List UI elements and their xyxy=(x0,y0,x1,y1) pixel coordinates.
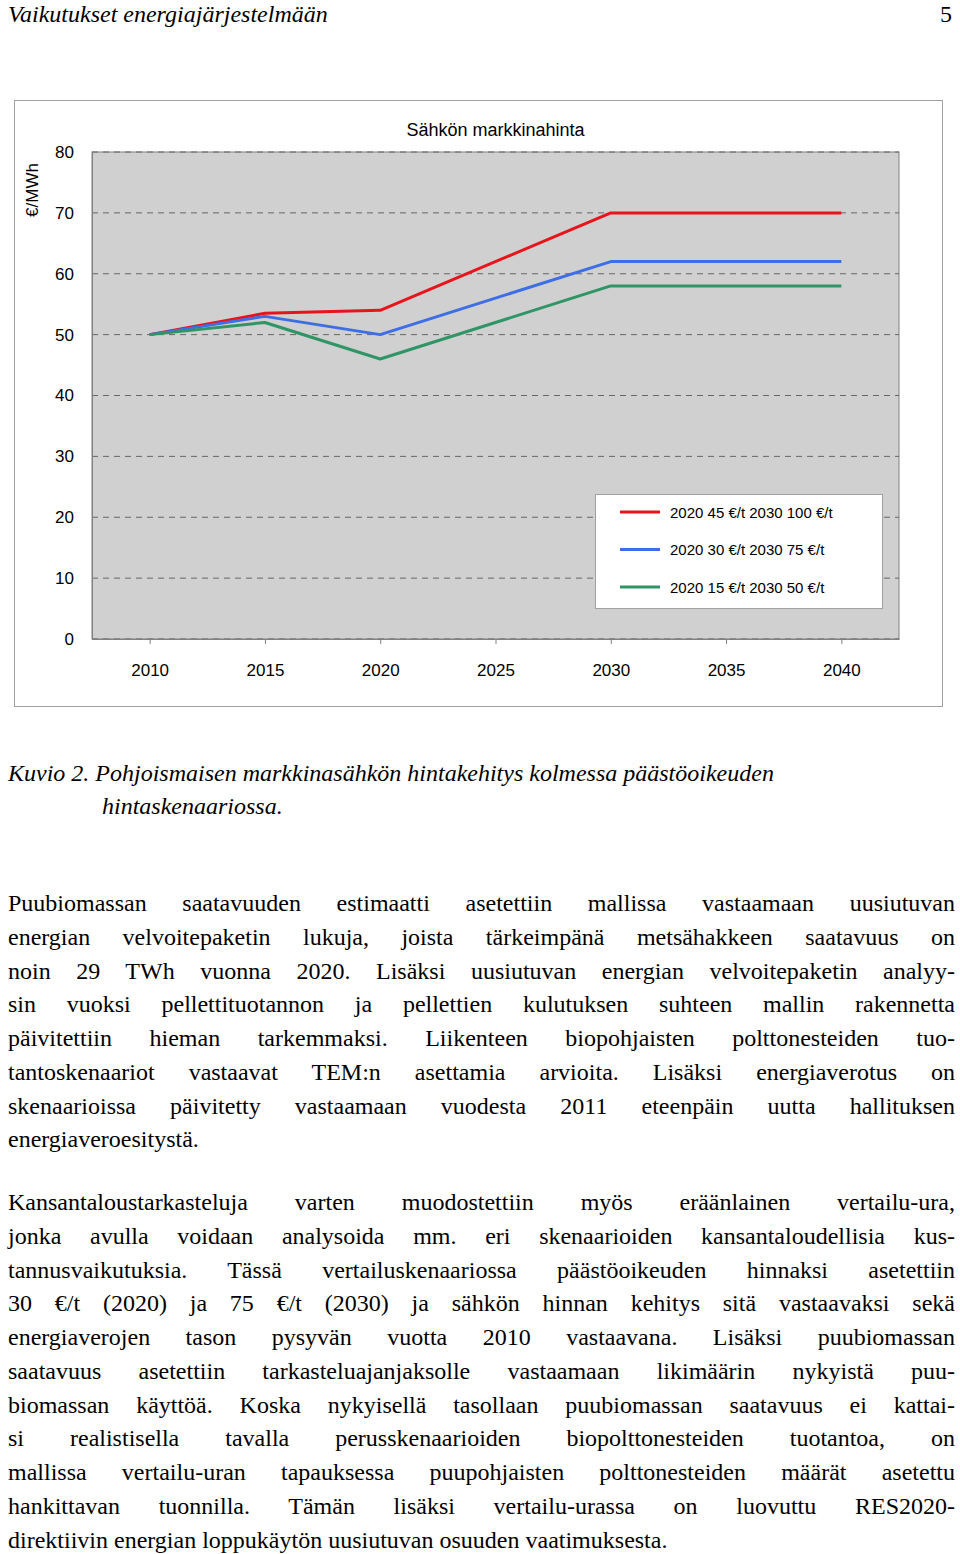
y-tick: 0 xyxy=(65,630,92,649)
x-tick-label: 2010 xyxy=(131,661,169,680)
legend-label: 2020 30 €/t 2030 75 €/t xyxy=(670,541,825,558)
page-number: 5 xyxy=(940,0,952,28)
y-tick: 50 xyxy=(55,326,92,345)
y-tick-label: 80 xyxy=(55,143,74,162)
paragraph-line: noin 29 TWh vuonna 2020. Lisäksi uusiutu… xyxy=(8,954,955,988)
legend-swatch xyxy=(620,511,660,514)
x-tick-mark xyxy=(841,639,842,644)
paragraph-line: Puubiomassan saatavuuden estimaatti aset… xyxy=(8,886,955,920)
grid-line xyxy=(92,334,899,335)
paragraph-line: mallissa vertailu-uran tapauksessa puupo… xyxy=(8,1455,955,1489)
y-tick-label: 40 xyxy=(55,386,74,405)
series-line xyxy=(150,213,842,335)
y-axis-title: €/MWh xyxy=(23,163,42,217)
x-tick-mark xyxy=(150,639,151,644)
grid-line xyxy=(92,395,899,396)
paragraph-line: skenaarioissa päivitetty vastaamaan vuod… xyxy=(8,1089,955,1123)
y-tick-label: 50 xyxy=(55,326,74,345)
paragraph-line: jonka avulla voidaan analysoida mm. eri … xyxy=(8,1219,955,1253)
paragraph-line: hankittavan tuonnilla. Tämän lisäksi ver… xyxy=(8,1489,955,1523)
y-tick: 70 xyxy=(55,204,92,223)
paragraph-line: sin vuoksi pellettituotannon ja pelletti… xyxy=(8,987,955,1021)
paragraph-line: 30 €/t (2020) ja 75 €/t (2030) ja sähkön… xyxy=(8,1286,955,1320)
x-tick-label: 2015 xyxy=(247,661,285,680)
paragraph-line: energian velvoitepaketin lukuja, joista … xyxy=(8,920,955,954)
y-tick-label: 30 xyxy=(55,447,74,466)
x-tick-mark xyxy=(380,639,381,644)
x-tick: 2020 xyxy=(362,639,400,680)
paragraph-line: energiaverojen tason pysyvän vuotta 2010… xyxy=(8,1320,955,1354)
paragraph-line: tannusvaikutuksia. Tässä vertailuskenaar… xyxy=(8,1253,955,1287)
x-tick-label: 2030 xyxy=(592,661,630,680)
plot-area xyxy=(92,152,899,639)
x-tick-mark xyxy=(496,639,497,644)
y-axis: 0 10 20 30 40 50 60 70 80 xyxy=(55,143,92,649)
paragraph-line: direktiivin energian loppukäytön uusiutu… xyxy=(8,1523,955,1554)
x-tick: 2015 xyxy=(247,639,285,680)
paragraph-line: päivitettiin hieman tarkemmaksi. Liikent… xyxy=(8,1021,955,1055)
chart-border xyxy=(15,101,943,707)
x-tick-mark xyxy=(611,639,612,644)
paragraph-line: tantoskenaariot vastaavat TEM:n asettami… xyxy=(8,1055,955,1089)
x-tick: 2025 xyxy=(477,639,515,680)
y-tick: 40 xyxy=(55,386,92,405)
x-tick: 2035 xyxy=(708,639,746,680)
y-tick-label: 60 xyxy=(55,265,74,284)
y-tick-label: 0 xyxy=(65,630,74,649)
paragraph-line: energiaveroesitystä. xyxy=(8,1122,955,1156)
y-tick: 30 xyxy=(55,447,92,466)
y-tick-label: 10 xyxy=(55,569,74,588)
legend-label: 2020 15 €/t 2030 50 €/t xyxy=(670,579,825,596)
x-tick: 2030 xyxy=(592,639,630,680)
x-tick: 2010 xyxy=(131,639,169,680)
y-tick: 80 xyxy=(55,143,92,162)
x-tick-label: 2035 xyxy=(708,661,746,680)
header-title: Vaikutukset energiajärjestelmään xyxy=(8,0,328,28)
figure-caption: hintaskenaariossa. xyxy=(102,789,283,823)
grid-line xyxy=(92,152,899,153)
paragraph-line: Kansantaloustarkasteluja varten muodoste… xyxy=(8,1185,955,1219)
legend-label: 2020 45 €/t 2030 100 €/t xyxy=(670,504,833,521)
legend: 2020 45 €/t 2030 100 €/t 2020 30 €/t 2030… xyxy=(596,495,883,609)
grid-line xyxy=(92,273,899,274)
figure-caption: Kuvio 2. Pohjoismaisen markkinasähkön hi… xyxy=(8,756,774,790)
y-tick-label: 20 xyxy=(55,508,74,527)
x-axis: 2010 2015 2020 2025 2030 2035 2040 xyxy=(93,639,900,680)
paragraph-line: saatavuus asetettiin tarkasteluajanjakso… xyxy=(8,1354,955,1388)
y-tick-label: 70 xyxy=(55,204,74,223)
chart-title: Sähkön markkinahinta xyxy=(406,120,585,140)
x-tick: 2040 xyxy=(823,639,861,680)
x-tick-label: 2020 xyxy=(362,661,400,680)
x-tick-mark xyxy=(265,639,266,644)
x-tick-label: 2025 xyxy=(477,661,515,680)
grid-line xyxy=(92,456,899,457)
paragraph-line: biomassan käyttöä. Koska nykyisellä taso… xyxy=(8,1388,955,1422)
series-line xyxy=(150,286,842,359)
paragraph-line: si realistisella tavalla perusskenaarioi… xyxy=(8,1421,955,1455)
x-tick-label: 2040 xyxy=(823,661,861,680)
x-tick-mark xyxy=(726,639,727,644)
y-tick: 60 xyxy=(55,265,92,284)
legend-box xyxy=(596,495,883,609)
legend-swatch xyxy=(620,586,660,589)
chart: 0102030405060708020102015202020252030203… xyxy=(0,0,960,720)
y-axis-line xyxy=(92,153,93,640)
y-tick: 10 xyxy=(55,569,92,588)
legend-swatch xyxy=(620,548,660,551)
y-tick: 20 xyxy=(55,508,92,527)
series-lines xyxy=(150,213,842,359)
grid xyxy=(92,152,899,639)
